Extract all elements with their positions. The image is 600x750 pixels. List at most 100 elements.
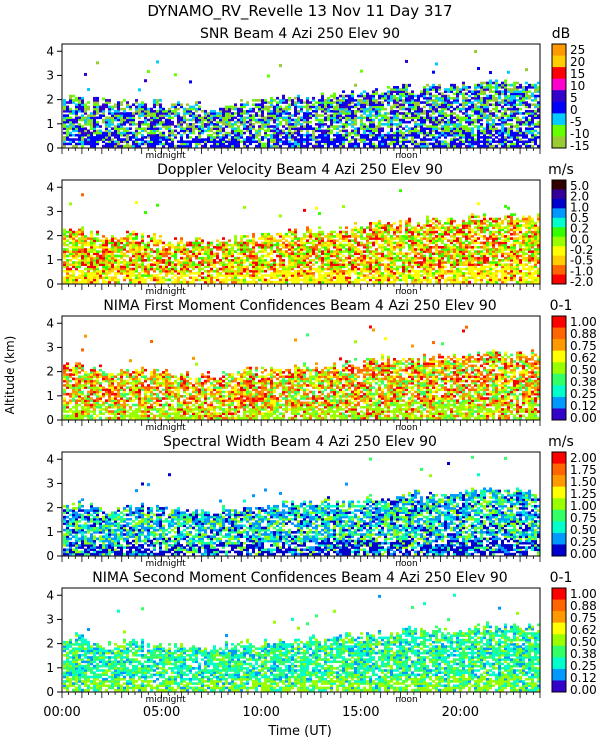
heatmap-cell [225, 109, 228, 113]
heatmap-cell [75, 112, 78, 115]
heatmap-cell [336, 120, 339, 124]
heatmap-cell [318, 140, 321, 144]
heatmap-cell [213, 140, 216, 144]
heatmap-cell [327, 116, 330, 120]
heatmap-cell [477, 131, 480, 135]
heatmap-cell [513, 88, 516, 91]
heatmap-cell [147, 265, 150, 269]
heatmap-cell [486, 118, 489, 122]
heatmap-cell [249, 261, 252, 264]
heatmap-cell [408, 99, 411, 102]
heatmap-cell [177, 125, 180, 128]
heatmap-cell [216, 252, 219, 256]
heatmap-cell [369, 224, 372, 227]
heatmap-cell [120, 103, 123, 107]
heatmap-cell [462, 118, 465, 122]
heatmap-cell [345, 256, 348, 260]
heatmap-cell [240, 280, 243, 284]
heatmap-cell [456, 129, 459, 133]
heatmap-cell [321, 230, 324, 234]
heatmap-cell [111, 107, 114, 111]
heatmap-cell [528, 86, 531, 89]
heatmap-cell [405, 138, 408, 141]
heatmap-cell [264, 239, 267, 243]
heatmap-cell [165, 125, 168, 128]
heatmap-cell [207, 123, 210, 126]
heatmap-cell [417, 112, 420, 115]
heatmap-cell [108, 248, 111, 251]
heatmap-cell [351, 118, 354, 122]
heatmap-cell [222, 123, 225, 126]
heatmap-cell [219, 140, 222, 144]
heatmap-cell [243, 250, 246, 253]
heatmap-cell [78, 269, 81, 273]
heatmap-cell [75, 243, 78, 247]
heatmap-cell [387, 96, 390, 100]
heatmap-cell [504, 129, 507, 133]
heatmap-cell [339, 276, 342, 280]
heatmap-cell [309, 120, 312, 124]
heatmap-cell [294, 118, 297, 122]
heatmap-cell [324, 248, 327, 251]
heatmap-cell [282, 276, 285, 280]
heatmap-cell [360, 232, 363, 236]
heatmap-cell [66, 116, 69, 120]
heatmap-cell [84, 274, 87, 277]
heatmap-cell [510, 118, 513, 122]
heatmap-cell [123, 237, 126, 240]
heatmap-cell [483, 81, 486, 85]
heatmap-cell [369, 232, 372, 236]
heatmap-cell [87, 105, 90, 109]
heatmap-cell [324, 129, 327, 133]
heatmap-cell [102, 259, 105, 262]
heatmap-cell [210, 109, 213, 113]
heatmap-cell [108, 269, 111, 273]
heatmap-cell [150, 114, 153, 117]
heatmap-cell [219, 131, 222, 135]
heatmap-cell [138, 112, 141, 115]
heatmap-cell [132, 272, 135, 275]
heatmap-cell [357, 256, 360, 260]
heatmap-cell [279, 248, 282, 251]
heatmap-cell [159, 265, 162, 269]
heatmap-cell [330, 241, 333, 245]
heatmap-cell [297, 243, 300, 247]
heatmap-cell [450, 83, 453, 87]
heatmap-cell [378, 267, 381, 271]
heatmap-cell [366, 237, 369, 240]
heatmap-cell [264, 241, 267, 245]
heatmap-cell [240, 250, 243, 253]
heatmap-cell [69, 133, 72, 137]
heatmap-cell [516, 92, 519, 96]
heatmap-cell [207, 118, 210, 122]
heatmap-cell [237, 259, 240, 262]
heatmap-cell [447, 144, 450, 148]
heatmap-cell [384, 133, 387, 137]
heatmap-cell [270, 245, 273, 249]
heatmap-cell [426, 90, 429, 93]
heatmap-cell [81, 259, 84, 262]
heatmap-cell [75, 278, 78, 282]
heatmap-cell [105, 265, 108, 269]
heatmap-cell [477, 90, 480, 93]
heatmap-cell [279, 250, 282, 253]
heatmap-cell [339, 105, 342, 109]
heatmap-cell [75, 263, 78, 266]
heatmap-cell [102, 254, 105, 258]
heatmap-cell [273, 127, 276, 130]
heatmap-cell [282, 252, 285, 256]
heatmap-cell [381, 280, 384, 284]
heatmap-cell [243, 127, 246, 130]
heatmap-cell [528, 127, 531, 130]
heatmap-cell [204, 278, 207, 282]
heatmap-cell [264, 131, 267, 135]
heatmap-cell [327, 140, 330, 144]
heatmap-cell [444, 144, 447, 148]
heatmap-cell [105, 142, 108, 146]
heatmap-cell [81, 269, 84, 273]
heatmap-cell [174, 112, 177, 115]
heatmap-cell [297, 265, 300, 269]
heatmap-cell [78, 232, 81, 236]
heatmap-cell [297, 123, 300, 126]
heatmap-cell [447, 101, 450, 104]
